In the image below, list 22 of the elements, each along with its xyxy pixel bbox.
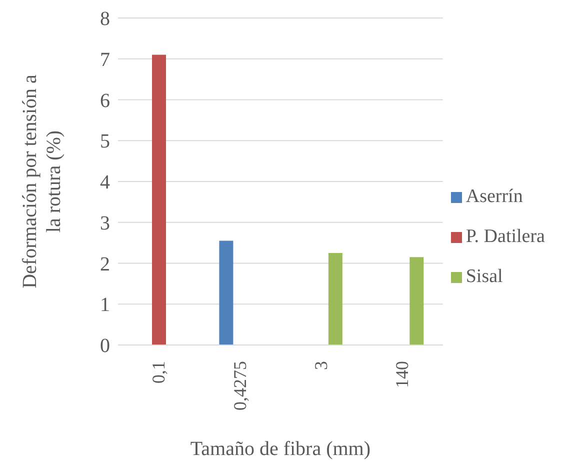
y-tick-label: 5 — [100, 130, 110, 153]
y-tick-label: 6 — [100, 90, 110, 112]
y-tick-label: 1 — [100, 294, 110, 316]
bar — [328, 253, 342, 345]
y-tick-label: 4 — [100, 172, 110, 194]
legend-label: Aserrín — [466, 186, 523, 206]
y-tick-label: 7 — [100, 48, 110, 71]
y-tick-label: 2 — [100, 253, 110, 276]
legend-label: Sisal — [466, 266, 503, 286]
bar — [410, 257, 424, 345]
y-tick-label: 8 — [100, 8, 110, 30]
x-axis-title: Tamaño de fibra (mm) — [190, 438, 371, 460]
bar — [219, 240, 234, 345]
y-tick-label: 3 — [100, 212, 110, 234]
x-tick-label: 3 — [311, 361, 332, 370]
x-tick-label: 0,1 — [148, 361, 169, 384]
x-tick-label: 140 — [392, 361, 412, 388]
bar — [152, 54, 166, 345]
legend-label: P. Datilera — [466, 226, 545, 246]
x-tick-label: 0,4275 — [230, 361, 250, 410]
y-tick-label: 0 — [100, 335, 110, 358]
y-axis-title: Deformación por tensión a la rotura (%) — [19, 74, 65, 288]
